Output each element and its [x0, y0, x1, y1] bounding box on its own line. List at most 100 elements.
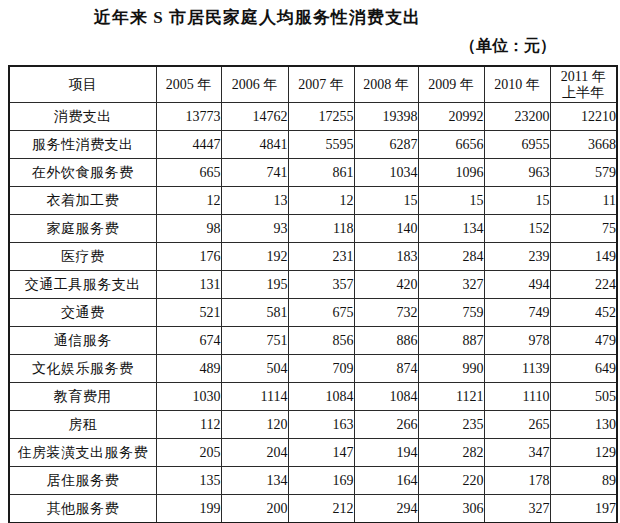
- value-cell: 347: [484, 439, 550, 467]
- value-cell: 4841: [221, 131, 288, 159]
- page-title: 近年来 S 市居民家庭人均服务性消费支出: [0, 0, 620, 29]
- header-cell-year: 2007 年: [288, 66, 354, 103]
- value-cell: 224: [550, 271, 617, 299]
- value-cell: 134: [221, 467, 288, 495]
- value-cell: 856: [288, 327, 354, 355]
- header-cell-year: 2011 年 上半年: [550, 66, 617, 103]
- value-cell: 963: [484, 159, 550, 187]
- value-cell: 6955: [484, 131, 550, 159]
- value-cell: 235: [418, 411, 484, 439]
- header-row: 项目2005 年2006 年2007 年2008 年2009 年2010 年20…: [9, 66, 617, 103]
- table-row: 消费支出13773147621725519398209922320012210: [9, 103, 617, 131]
- value-cell: 147: [288, 439, 354, 467]
- value-cell: 164: [354, 467, 418, 495]
- value-cell: 294: [354, 495, 418, 523]
- value-cell: 674: [156, 327, 221, 355]
- value-cell: 420: [354, 271, 418, 299]
- row-label-cell: 家庭服务费: [9, 215, 156, 243]
- value-cell: 13: [221, 187, 288, 215]
- row-label-cell: 其他服务费: [9, 495, 156, 523]
- row-label-cell: 在外饮食服务费: [9, 159, 156, 187]
- value-cell: 327: [484, 495, 550, 523]
- table-row: 其他服务费199200212294306327197: [9, 495, 617, 523]
- value-cell: 1084: [288, 383, 354, 411]
- value-cell: 199: [156, 495, 221, 523]
- header-cell-year: 2008 年: [354, 66, 418, 103]
- row-label-cell: 消费支出: [9, 103, 156, 131]
- value-cell: 120: [221, 411, 288, 439]
- value-cell: 1121: [418, 383, 484, 411]
- row-label-cell: 住房装潢支出服务费: [9, 439, 156, 467]
- value-cell: 152: [484, 215, 550, 243]
- value-cell: 649: [550, 355, 617, 383]
- value-cell: 140: [354, 215, 418, 243]
- value-cell: 231: [288, 243, 354, 271]
- value-cell: 239: [484, 243, 550, 271]
- value-cell: 204: [221, 439, 288, 467]
- value-cell: 176: [156, 243, 221, 271]
- value-cell: 861: [288, 159, 354, 187]
- value-cell: 134: [418, 215, 484, 243]
- value-cell: 12210: [550, 103, 617, 131]
- header-cell-year: 2009 年: [418, 66, 484, 103]
- value-cell: 759: [418, 299, 484, 327]
- value-cell: 75: [550, 215, 617, 243]
- value-cell: 479: [550, 327, 617, 355]
- value-cell: 5595: [288, 131, 354, 159]
- value-cell: 452: [550, 299, 617, 327]
- header-cell-year: 2005 年: [156, 66, 221, 103]
- value-cell: 163: [288, 411, 354, 439]
- value-cell: 357: [288, 271, 354, 299]
- value-cell: 178: [484, 467, 550, 495]
- value-cell: 15: [484, 187, 550, 215]
- value-cell: 494: [484, 271, 550, 299]
- value-cell: 192: [221, 243, 288, 271]
- value-cell: 169: [288, 467, 354, 495]
- row-label-cell: 交通工具服务支出: [9, 271, 156, 299]
- value-cell: 505: [550, 383, 617, 411]
- table-body: 消费支出13773147621725519398209922320012210服…: [9, 103, 617, 523]
- row-label-cell: 医疗费: [9, 243, 156, 271]
- value-cell: 751: [221, 327, 288, 355]
- consumption-expenditure-table: 项目2005 年2006 年2007 年2008 年2009 年2010 年20…: [8, 65, 618, 523]
- value-cell: 15: [354, 187, 418, 215]
- header-cell-year: 2010 年: [484, 66, 550, 103]
- value-cell: 978: [484, 327, 550, 355]
- value-cell: 1139: [484, 355, 550, 383]
- row-label-cell: 房租: [9, 411, 156, 439]
- value-cell: 183: [354, 243, 418, 271]
- value-cell: 98: [156, 215, 221, 243]
- value-cell: 887: [418, 327, 484, 355]
- value-cell: 504: [221, 355, 288, 383]
- row-label-cell: 居住服务费: [9, 467, 156, 495]
- value-cell: 195: [221, 271, 288, 299]
- row-label-cell: 文化娱乐服务费: [9, 355, 156, 383]
- table-row: 衣着加工费12131215151511: [9, 187, 617, 215]
- value-cell: 1030: [156, 383, 221, 411]
- value-cell: 112: [156, 411, 221, 439]
- row-label-cell: 衣着加工费: [9, 187, 156, 215]
- value-cell: 741: [221, 159, 288, 187]
- value-cell: 131: [156, 271, 221, 299]
- table-row: 住房装潢支出服务费205204147194282347129: [9, 439, 617, 467]
- header-cell-year: 2006 年: [221, 66, 288, 103]
- value-cell: 489: [156, 355, 221, 383]
- table-row: 房租112120163266235265130: [9, 411, 617, 439]
- value-cell: 6656: [418, 131, 484, 159]
- value-cell: 306: [418, 495, 484, 523]
- value-cell: 13773: [156, 103, 221, 131]
- value-cell: 1084: [354, 383, 418, 411]
- table-row: 家庭服务费989311814013415275: [9, 215, 617, 243]
- table-row: 交通费521581675732759749452: [9, 299, 617, 327]
- value-cell: 886: [354, 327, 418, 355]
- value-cell: 732: [354, 299, 418, 327]
- unit-label: （单位：元）: [0, 29, 620, 57]
- value-cell: 15: [418, 187, 484, 215]
- value-cell: 1034: [354, 159, 418, 187]
- table-row: 教育费用103011141084108411211110505: [9, 383, 617, 411]
- value-cell: 93: [221, 215, 288, 243]
- table-row: 服务性消费支出4447484155956287665669553668: [9, 131, 617, 159]
- value-cell: 23200: [484, 103, 550, 131]
- value-cell: 284: [418, 243, 484, 271]
- row-label-cell: 服务性消费支出: [9, 131, 156, 159]
